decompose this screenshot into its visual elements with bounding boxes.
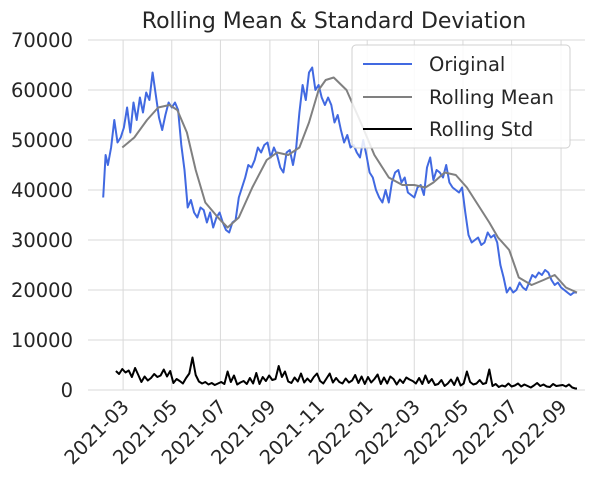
original-line (102, 66, 577, 296)
y-tick-label: 70000 (11, 29, 73, 52)
y-tick-label: 60000 (11, 79, 73, 102)
y-tick-label: 40000 (11, 179, 73, 202)
y-tick-label: 10000 (11, 329, 73, 352)
y-tick-label: 0 (61, 379, 73, 402)
rolling-std-line (115, 356, 577, 390)
x-axis-ticks: 2021-032021-052021-072021-092021-112022-… (60, 395, 572, 469)
grid-lines (88, 39, 585, 391)
y-tick-label: 20000 (11, 279, 73, 302)
chart-title: Rolling Mean & Standard Deviation (142, 9, 526, 34)
legend-box (351, 44, 571, 149)
legend-label-original: Original (429, 53, 505, 76)
legend-label-rolling-std: Rolling Std (429, 118, 533, 141)
y-tick-label: 50000 (11, 129, 73, 152)
y-tick-label: 30000 (11, 229, 73, 252)
series-lines (102, 66, 578, 390)
legend-label-rolling-mean: Rolling Mean (429, 86, 554, 109)
rolling-mean-line (121, 76, 578, 294)
y-axis-ticks: 0 10000 20000 30000 40000 50000 60000 70000 (11, 29, 73, 402)
legend: Original Rolling Mean Rolling Std (351, 44, 571, 149)
